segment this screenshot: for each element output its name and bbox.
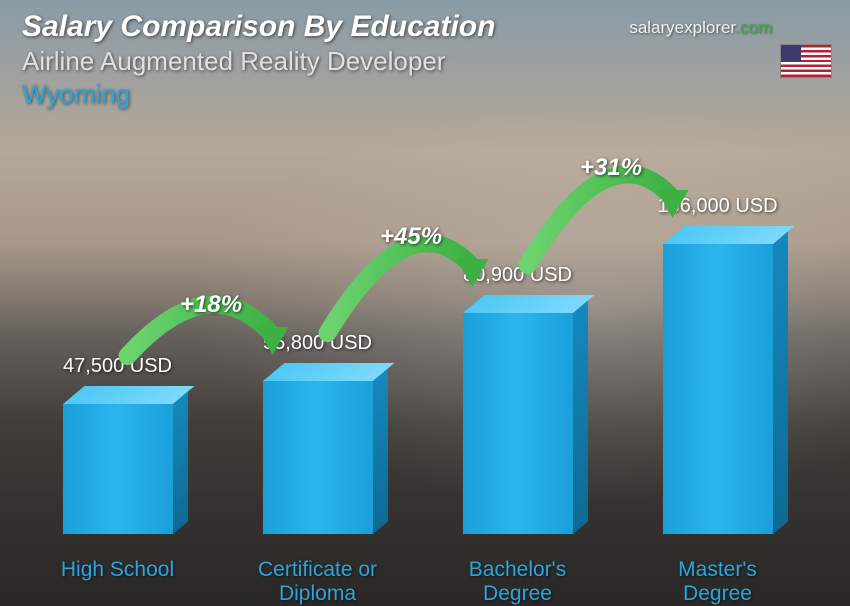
increase-arrow-icon	[20, 124, 810, 594]
chart-title: Salary Comparison By Education	[22, 10, 495, 44]
header: Salary Comparison By Education Airline A…	[22, 10, 495, 110]
flag-icon	[780, 44, 832, 78]
bar-chart: 47,500 USDHigh School55,800 USDCertifica…	[20, 124, 810, 594]
chart-subtitle: Airline Augmented Reality Developer	[22, 46, 495, 77]
chart-location: Wyoming	[22, 79, 495, 110]
watermark-suffix: .com	[735, 18, 772, 37]
watermark-prefix: salaryexplorer	[629, 18, 735, 37]
watermark: salaryexplorer.com	[629, 18, 772, 38]
increase-percent-label: +31%	[580, 154, 642, 182]
